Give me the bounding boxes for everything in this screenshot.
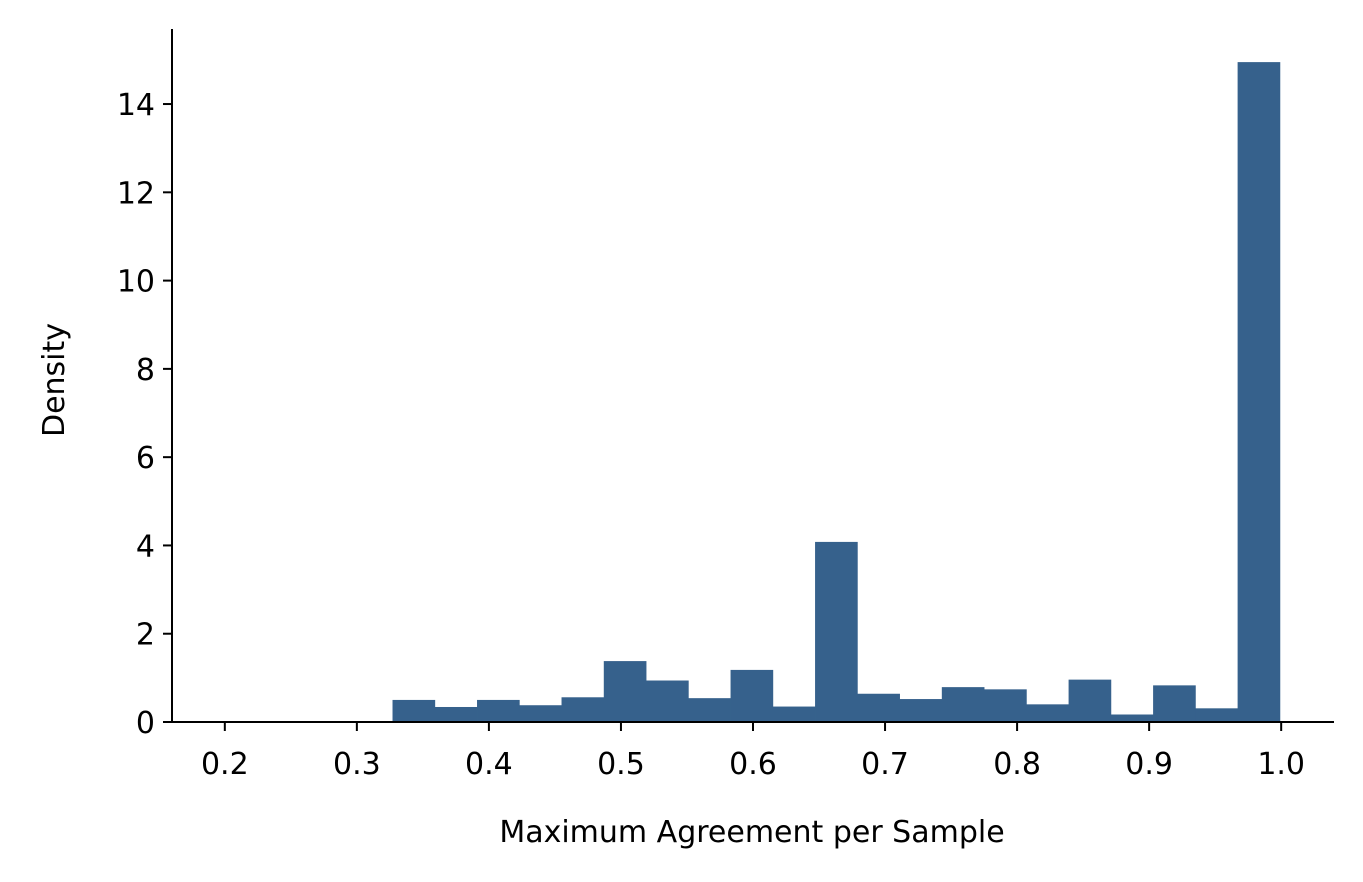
- histogram-bar: [772, 706, 816, 722]
- histogram-bar: [646, 680, 689, 722]
- x-tick-label: 0.4: [465, 747, 513, 782]
- y-tick-label: 2: [136, 618, 155, 653]
- x-tick-label: 0.7: [861, 747, 909, 782]
- y-tick-label: 6: [136, 441, 155, 476]
- bars-group: [392, 62, 1281, 723]
- x-tick-label: 0.5: [597, 747, 645, 782]
- histogram-bar: [1110, 714, 1154, 722]
- y-axis-title: Density: [37, 323, 72, 437]
- histogram-bar: [941, 687, 985, 722]
- histogram-bar: [815, 541, 858, 722]
- histogram-bar: [434, 706, 478, 722]
- histogram-bar: [1068, 679, 1112, 722]
- x-ticks-group: 0.2 0.3 0.4 0.5 0.6 0.7 0.8 0.9 1.0: [201, 722, 1305, 782]
- x-tick-label: 1.0: [1257, 747, 1305, 782]
- y-tick-label: 0: [136, 706, 155, 741]
- x-tick-label: 0.6: [729, 747, 777, 782]
- y-tick-label: 12: [117, 176, 155, 211]
- histogram-bar: [688, 698, 731, 722]
- x-tick-label: 0.3: [333, 747, 381, 782]
- histogram-bar: [603, 661, 647, 722]
- histogram-bar: [1237, 62, 1281, 723]
- y-tick-label: 10: [117, 265, 155, 300]
- histogram-bar: [1026, 704, 1069, 722]
- histogram-bar: [857, 693, 900, 722]
- y-tick-label: 8: [136, 353, 155, 388]
- y-ticks-group: 0 2 4 6 8 10 12 14: [117, 88, 172, 741]
- histogram-bar: [1195, 708, 1238, 722]
- x-tick-label: 0.2: [201, 747, 249, 782]
- histogram-bar: [1153, 685, 1196, 722]
- y-tick-label: 14: [117, 88, 155, 123]
- histogram-bar: [561, 697, 605, 722]
- x-axis-title: Maximum Agreement per Sample: [499, 815, 1004, 850]
- histogram-bar: [984, 689, 1027, 722]
- histogram-bar: [392, 699, 436, 722]
- histogram-bar: [730, 669, 774, 722]
- x-tick-label: 0.9: [1125, 747, 1173, 782]
- x-tick-label: 0.8: [993, 747, 1041, 782]
- histogram-bar: [899, 699, 943, 722]
- y-tick-label: 4: [136, 529, 155, 564]
- histogram-bar: [519, 705, 562, 722]
- histogram-bar: [477, 699, 520, 722]
